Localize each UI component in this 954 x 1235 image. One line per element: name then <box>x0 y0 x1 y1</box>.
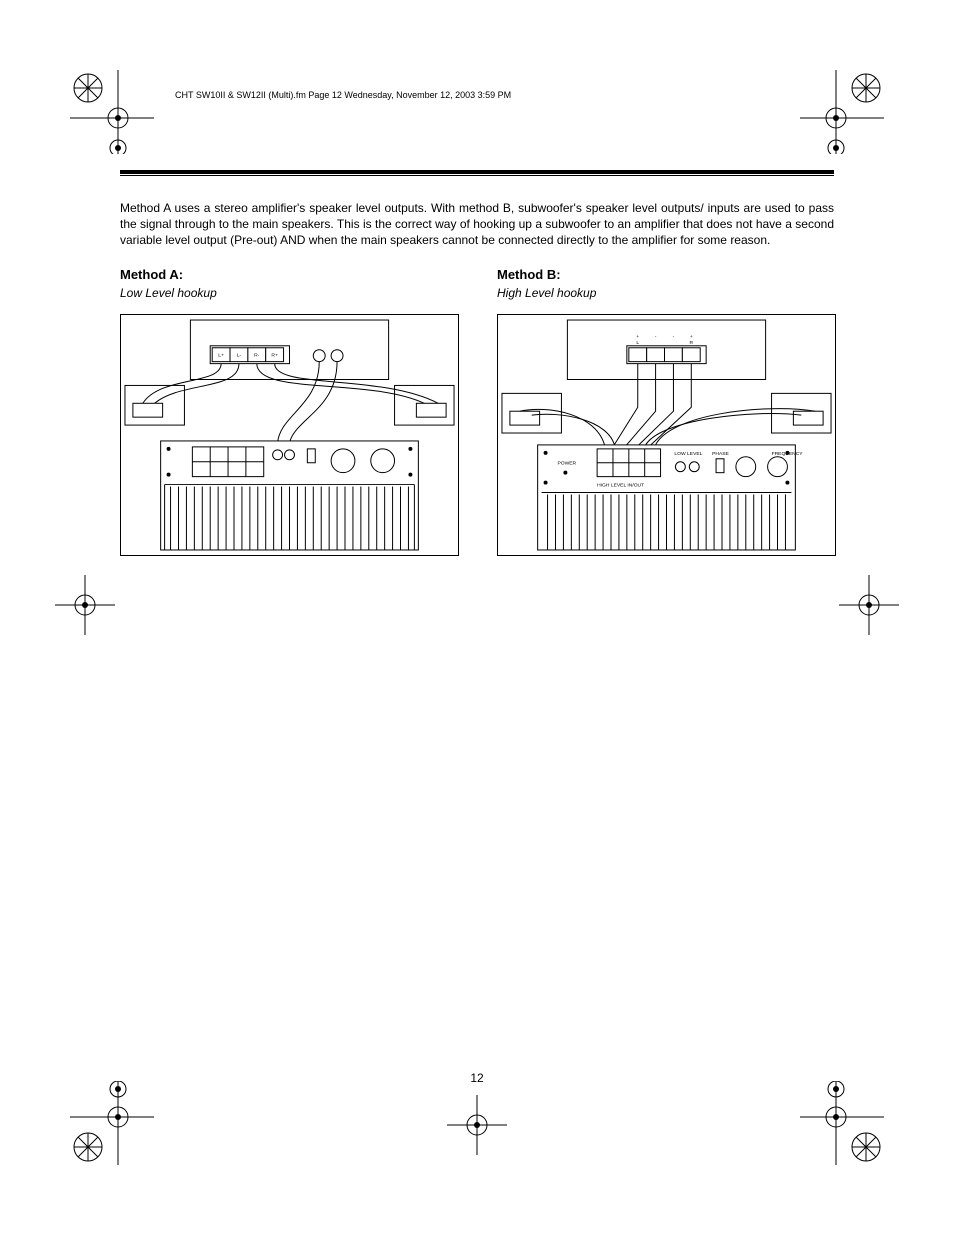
method-a-diagram: L+ L- R- R+ <box>120 314 459 556</box>
reg-mark-bottom-center <box>447 1095 507 1155</box>
svg-text:R: R <box>689 339 693 345</box>
svg-text:FREQUENCY: FREQUENCY <box>772 450 804 456</box>
svg-text:+: + <box>636 334 639 339</box>
rule-heavy <box>120 170 834 174</box>
method-a-sub: Low Level hookup <box>120 286 457 300</box>
svg-text:HIGH LEVEL IN/OUT: HIGH LEVEL IN/OUT <box>597 482 644 488</box>
folio-line: CHT SW10II & SW12II (Multi).fm Page 12 W… <box>175 90 511 100</box>
method-a-heading: Method A: <box>120 267 457 282</box>
method-b-sub: High Level hookup <box>497 286 834 300</box>
method-b-diagram: L R +--+ <box>497 314 836 556</box>
svg-text:PHASE: PHASE <box>712 450 729 456</box>
page-content: Method A uses a stereo amplifier's speak… <box>120 170 834 556</box>
method-columns: Method A: Low Level hookup L+ L- R- R+ <box>120 267 834 556</box>
method-b-column: Method B: High Level hookup L R +--+ <box>497 267 834 556</box>
page-number: 12 <box>0 1071 954 1085</box>
rule-light <box>120 175 834 176</box>
reg-mark-top-right <box>800 70 884 154</box>
svg-text:R-: R- <box>254 352 260 358</box>
method-a-column: Method A: Low Level hookup L+ L- R- R+ <box>120 267 457 556</box>
reg-mark-mid-left <box>55 575 115 635</box>
svg-text:L: L <box>636 339 639 345</box>
svg-text:POWER: POWER <box>557 460 576 466</box>
reg-mark-bottom-right <box>800 1081 884 1165</box>
svg-text:L+: L+ <box>218 352 224 358</box>
method-b-heading: Method B: <box>497 267 834 282</box>
reg-mark-mid-right <box>839 575 899 635</box>
svg-text:+: + <box>690 334 693 339</box>
intro-paragraph: Method A uses a stereo amplifier's speak… <box>120 200 834 249</box>
reg-mark-top-left <box>70 70 154 154</box>
svg-text:LOW LEVEL: LOW LEVEL <box>674 450 702 456</box>
reg-mark-bottom-left <box>70 1081 154 1165</box>
svg-text:R+: R+ <box>271 352 278 358</box>
svg-text:L-: L- <box>237 352 242 358</box>
